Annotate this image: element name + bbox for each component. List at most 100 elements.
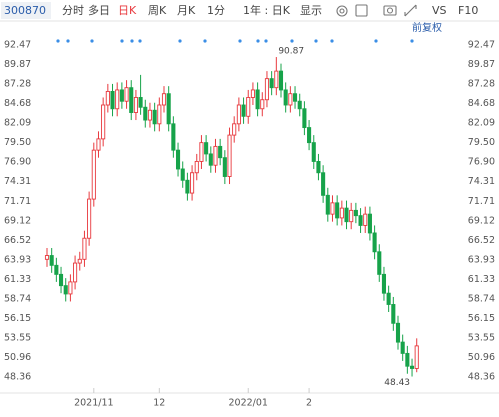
y-tick-label-right: 92.47 <box>468 40 495 51</box>
candle-body <box>391 304 396 324</box>
toolbar-tab[interactable]: 周K <box>148 4 167 17</box>
candle-body <box>227 134 232 177</box>
candle-body <box>82 237 87 260</box>
x-tick-label: 2022/01 <box>229 398 268 409</box>
candle-body <box>311 142 316 162</box>
candle-body <box>73 262 78 283</box>
candle-body <box>400 341 405 354</box>
candle-body <box>274 70 279 89</box>
candle-body <box>180 168 185 181</box>
candle-body <box>152 109 157 125</box>
candle-body <box>171 123 176 151</box>
candle-body <box>143 106 148 121</box>
toolbar-tab[interactable]: 分时 <box>62 4 84 17</box>
y-tick-label-right: 69.12 <box>468 215 495 226</box>
toolbar-tab[interactable]: 多日 <box>88 3 110 17</box>
y-tick-label-right: 71.71 <box>468 196 495 207</box>
candle-body <box>405 352 410 367</box>
candle-body <box>166 93 171 125</box>
candle-body <box>87 198 92 239</box>
candle-body <box>325 194 330 215</box>
candle-body <box>58 273 64 287</box>
y-tick-label: 58.74 <box>4 293 31 304</box>
candle-body <box>115 89 120 110</box>
y-tick-label-right: 58.74 <box>468 293 495 304</box>
candle-body <box>199 142 204 162</box>
candle-body <box>68 281 73 295</box>
y-tick-label: 71.71 <box>4 196 31 207</box>
candle-body <box>236 104 241 125</box>
candle-body <box>110 90 115 110</box>
toolbar-tab[interactable]: 1年 : 日K <box>243 3 291 17</box>
y-tick-label-right: 79.50 <box>468 137 495 148</box>
toolbar-tab[interactable]: 日K <box>118 4 137 17</box>
candle-body <box>194 161 199 174</box>
y-tick-label-right: 66.52 <box>468 235 495 246</box>
y-tick-label: 92.47 <box>4 40 31 51</box>
y-tick-label-right: 61.33 <box>468 274 495 285</box>
toolbar-tab[interactable]: 1分 <box>207 4 225 17</box>
code-box <box>1 2 51 19</box>
adjust-mode[interactable]: 前复权 <box>412 21 442 34</box>
candle-body <box>124 87 129 102</box>
y-tick-label: 89.87 <box>4 59 31 70</box>
candle-body <box>321 172 326 196</box>
toolbar: 300870 分时 多日 日K 周K 月K 1分 1年 : 日K 显示 VS F10 <box>0 2 499 22</box>
candle-body <box>264 78 270 101</box>
candle-body <box>119 89 124 102</box>
candle-body <box>54 264 59 275</box>
candle-body <box>386 292 391 305</box>
candle-body <box>222 157 227 177</box>
y-tick-label: 74.31 <box>4 176 31 187</box>
candle-body <box>269 78 274 89</box>
candle-body <box>250 89 255 98</box>
candle-body <box>409 365 415 369</box>
y-tick-label-right: 50.96 <box>468 352 495 363</box>
y-tick-label-right: 87.28 <box>468 79 495 90</box>
candle-body <box>157 104 162 125</box>
y-tick-label: 76.90 <box>4 157 31 168</box>
candle-body <box>138 97 143 108</box>
candle-body <box>330 202 335 215</box>
candle-body <box>414 345 419 369</box>
candle-body <box>278 70 284 91</box>
y-tick-label-right: 82.09 <box>468 118 495 129</box>
x-tick-label: 2021/11 <box>74 398 113 409</box>
candle-body <box>105 90 110 106</box>
toolbar-tab[interactable]: 月K <box>177 4 196 17</box>
event-markers <box>56 39 414 43</box>
vs-button[interactable]: VS <box>432 4 447 17</box>
candle-body <box>44 255 50 260</box>
candle-body <box>283 89 288 106</box>
candle-body <box>63 285 68 295</box>
candle-body <box>307 127 312 144</box>
candle-body <box>91 149 96 200</box>
x-tick-label: 2 <box>306 398 312 409</box>
candle-body <box>349 209 354 223</box>
candle-body <box>353 209 358 217</box>
candle-body <box>213 145 218 166</box>
stock-code[interactable]: 300870 <box>4 4 46 17</box>
candle-body <box>218 145 223 159</box>
f10-button[interactable]: F10 <box>458 4 478 17</box>
y-tick-label-right: 76.90 <box>468 157 495 168</box>
candle-body <box>101 104 106 140</box>
y-tick-label: 56.15 <box>4 313 31 324</box>
y-tick-label: 82.09 <box>4 118 31 129</box>
y-tick-label: 79.50 <box>4 137 31 148</box>
y-tick-label: 84.68 <box>4 98 31 109</box>
candle-body <box>363 213 368 226</box>
low-annotation: 48.43 <box>384 378 410 388</box>
y-tick-label: 53.55 <box>4 332 31 343</box>
y-tick-label: 50.96 <box>4 352 31 363</box>
y-tick-label: 69.12 <box>4 215 31 226</box>
candle-body <box>190 172 195 194</box>
candle-body <box>288 93 293 106</box>
candle-body <box>77 258 82 264</box>
y-tick-label: 48.36 <box>4 372 31 383</box>
candle-body <box>381 273 387 294</box>
high-annotation: 90.87 <box>278 47 304 57</box>
toolbar-tab[interactable]: 显示 <box>300 4 322 17</box>
